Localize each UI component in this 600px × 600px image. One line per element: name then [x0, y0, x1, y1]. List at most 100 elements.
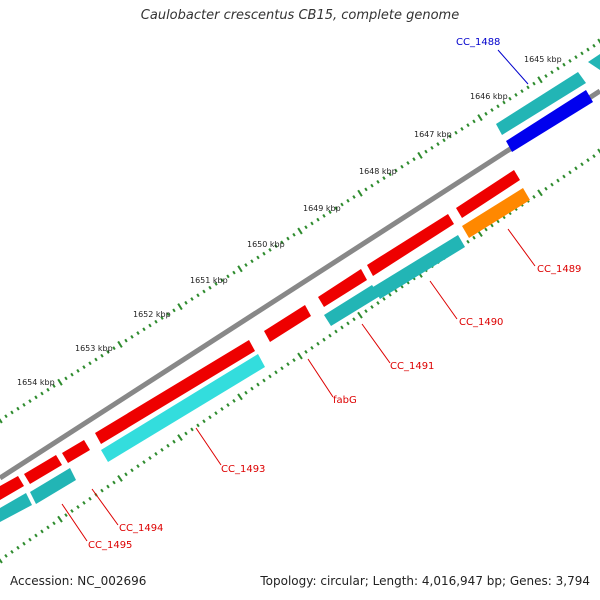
scale-tick-minor — [190, 297, 194, 301]
scale-tick-minor — [376, 301, 380, 305]
scale-tick-major — [297, 227, 303, 235]
scale-tick-minor — [334, 329, 338, 334]
gene-label-cc1488[interactable]: CC_1488 — [456, 37, 500, 48]
scale-tick-minor — [256, 382, 260, 387]
gene-cc1494-cds[interactable] — [30, 468, 76, 504]
scale-tick-minor — [220, 407, 224, 411]
scale-tick-minor — [556, 66, 560, 71]
scale-tick-minor — [82, 500, 86, 505]
scale-tick-major — [117, 474, 123, 482]
scale-tick-minor — [274, 244, 278, 249]
scale-tick-minor — [424, 149, 428, 154]
scale-tick-minor — [166, 312, 170, 317]
scale-tick-minor — [286, 362, 290, 367]
gene-label-cc1495[interactable]: CC_1495 — [88, 540, 132, 551]
scale-tick-minor — [136, 464, 140, 469]
scale-tick-minor — [304, 350, 308, 354]
scale-ring-outer — [0, 38, 600, 424]
scale-tick-minor — [550, 182, 554, 187]
scale-tick-minor — [484, 111, 488, 116]
scale-tick-minor — [526, 85, 530, 90]
accession-text: Accession: NC_002696 — [10, 574, 147, 588]
scale-tick-minor — [46, 525, 50, 530]
scale-tick-minor — [586, 47, 590, 52]
scale-tick-minor — [370, 183, 374, 188]
scale-tick-major — [417, 151, 423, 159]
scale-tick-minor — [196, 293, 200, 298]
gene-cc1495-forward[interactable] — [24, 455, 62, 484]
gene-cc1490-cds[interactable] — [373, 235, 465, 299]
scale-tick-minor — [472, 235, 476, 240]
gene-label-cc1494[interactable]: CC_1494 — [119, 523, 163, 534]
scale-tick-minor — [250, 386, 254, 391]
scale-tick-minor — [64, 513, 68, 518]
scale-tick-minor — [154, 452, 158, 456]
scale-tick-minor — [394, 288, 398, 293]
scale-tick-minor — [496, 104, 500, 109]
scale-tick-minor — [544, 186, 548, 191]
gene-cc1488-cds[interactable] — [496, 72, 586, 135]
scale-label: 1645 kbp — [524, 55, 562, 64]
scale-tick-minor — [190, 427, 194, 432]
gene-cc1489-cds[interactable] — [462, 188, 530, 238]
scale-tick-minor — [160, 316, 164, 320]
scale-tick-minor — [232, 398, 236, 403]
scale-tick-minor — [52, 521, 56, 526]
gene-cc1495-cds[interactable] — [0, 493, 32, 522]
scale-tick-minor — [166, 443, 170, 448]
gene-label-cc1491[interactable]: CC_1491 — [390, 361, 434, 372]
gene-cc1488-blue[interactable] — [506, 90, 593, 152]
scale-tick-major — [597, 148, 600, 154]
gene-cc1490-forward[interactable] — [367, 214, 454, 276]
leader-cc1493 — [195, 427, 222, 466]
scale-tick-minor — [208, 285, 212, 290]
scale-tick-major — [177, 434, 183, 442]
scale-tick-minor — [490, 108, 494, 112]
gene-labels: CC_1488 CC_1489 CC_1490 CC_1491 fabG CC_… — [88, 37, 581, 551]
gene-label-cc1493[interactable]: CC_1493 — [221, 464, 265, 475]
scale-tick-minor — [592, 154, 596, 158]
scale-tick-minor — [316, 217, 320, 222]
scale-tick-minor — [106, 350, 110, 354]
gene-cc1489-forward[interactable] — [456, 170, 520, 218]
scale-tick-minor — [28, 399, 32, 403]
scale-tick-minor — [412, 157, 416, 162]
scale-tick-minor — [328, 210, 332, 214]
gene-edge-right[interactable] — [588, 54, 600, 70]
scale-tick-minor — [16, 406, 20, 411]
gene-label-cc1489[interactable]: CC_1489 — [537, 264, 581, 275]
map-title: Caulobacter crescentus CB15, complete ge… — [140, 8, 460, 23]
gene-cc1491-cds[interactable] — [324, 285, 380, 326]
scale-tick-minor — [352, 317, 356, 322]
scale-tick-minor — [148, 323, 152, 328]
scale-tick-minor — [112, 480, 116, 485]
gene-label-fabg[interactable]: fabG — [333, 395, 357, 406]
scale-tick-minor — [244, 390, 248, 395]
scale-tick-minor — [520, 89, 524, 94]
gene-cc1493-cds[interactable] — [101, 354, 265, 462]
scale-tick-major — [357, 189, 363, 197]
gene-cc1493-forward[interactable] — [95, 340, 255, 444]
scale-tick-minor — [124, 338, 128, 343]
scale-label: 1649 kbp — [303, 204, 341, 213]
scale-tick-minor — [466, 239, 470, 244]
scale-labels: 1645 kbp 1646 kbp 1647 kbp 1648 kbp 1649… — [17, 55, 562, 387]
scale-tick-minor — [244, 263, 248, 267]
scale-tick-minor — [76, 368, 80, 373]
leader-cc1494 — [91, 488, 119, 526]
label-leaders — [61, 49, 536, 542]
scale-tick-minor — [364, 187, 368, 192]
scale-tick-minor — [364, 309, 368, 314]
scale-tick-minor — [382, 296, 386, 301]
gene-edge-forward[interactable] — [0, 476, 24, 500]
scale-tick-minor — [184, 300, 188, 305]
gene-label-cc1490[interactable]: CC_1490 — [459, 317, 503, 328]
scale-tick-minor — [370, 305, 374, 309]
scale-tick-minor — [448, 134, 452, 139]
scale-label: 1652 kbp — [133, 310, 171, 319]
gene-cc1491-forward[interactable] — [318, 269, 367, 307]
scale-tick-minor — [64, 376, 68, 381]
gene-cc1494-forward[interactable] — [62, 440, 90, 463]
gene-fabg-forward[interactable] — [264, 305, 311, 342]
scale-tick-minor — [292, 232, 296, 237]
